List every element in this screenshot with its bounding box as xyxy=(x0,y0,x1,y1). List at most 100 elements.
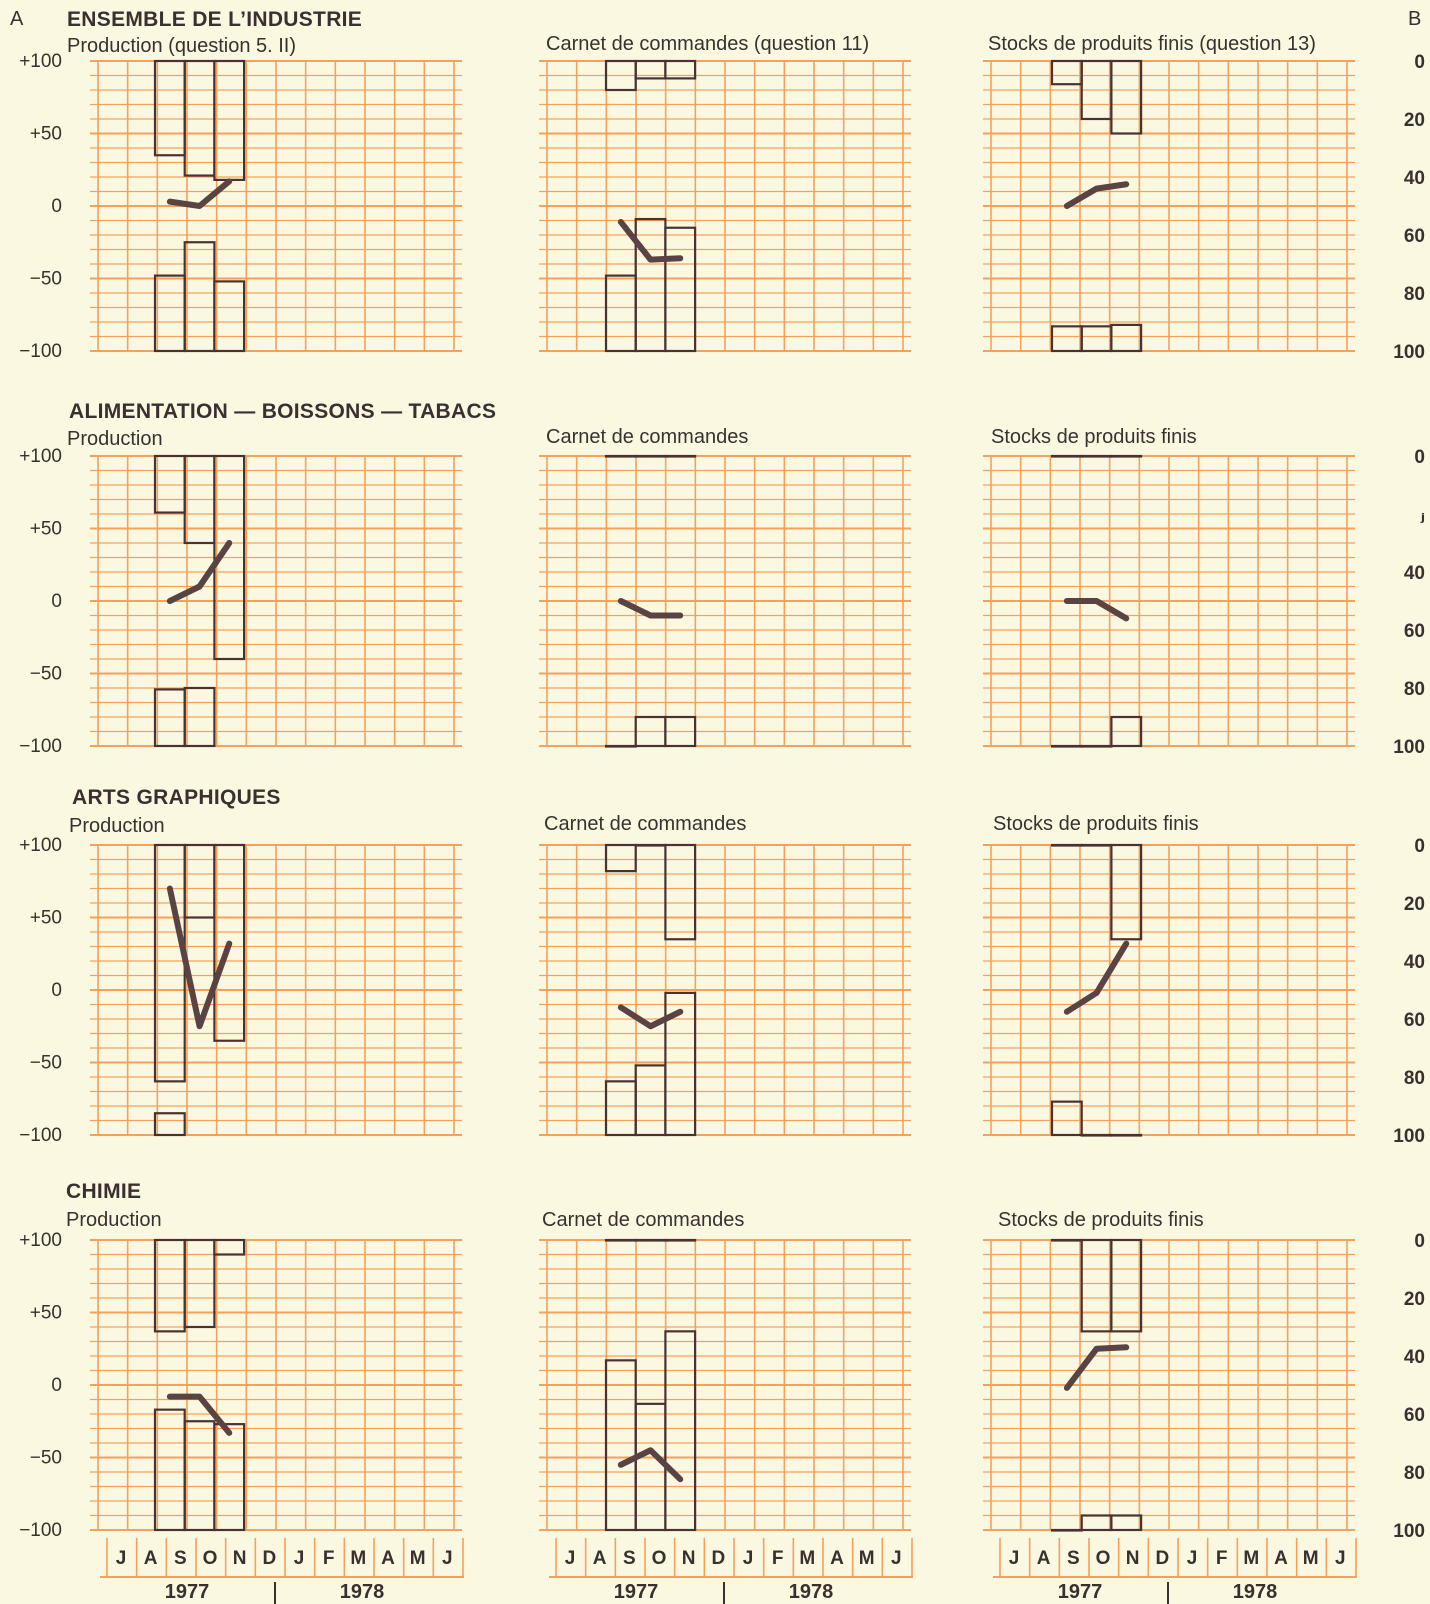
balance-line xyxy=(1063,598,1130,622)
panel-title: Production xyxy=(67,428,163,450)
bar-lower xyxy=(1050,1528,1083,1532)
bar-upper xyxy=(183,59,216,177)
y-tick-label: −100 xyxy=(19,341,62,362)
balance-line xyxy=(1063,181,1130,209)
bar-upper xyxy=(634,1238,667,1242)
month-label: N xyxy=(1126,1548,1140,1569)
month-label: M xyxy=(799,1548,815,1569)
y-tick-label-right: 80 xyxy=(1404,1463,1425,1484)
y-tick-label-right: 60 xyxy=(1404,1010,1425,1031)
bar-lower xyxy=(664,226,697,353)
month-label: S xyxy=(623,1548,636,1569)
grid xyxy=(539,1239,911,1531)
month-label: A xyxy=(1274,1548,1288,1569)
grid xyxy=(983,844,1355,1136)
y-tick-label-right: ⱼ xyxy=(1420,505,1425,526)
grid xyxy=(983,1239,1355,1531)
bar-lower xyxy=(664,991,697,1137)
bar-lower xyxy=(604,274,637,353)
bar-upper xyxy=(664,1238,697,1242)
panel-chart xyxy=(604,1238,697,1532)
panel-title: Stocks de produits finis xyxy=(991,426,1197,448)
section-title: CHIMIE xyxy=(66,1180,142,1203)
bar-lower xyxy=(1050,744,1083,748)
panel-title: Production xyxy=(69,815,165,837)
section-title: ALIMENTATION — BOISSONS — TABACS xyxy=(69,400,497,423)
bar-lower xyxy=(1080,744,1113,748)
y-tick-label: +50 xyxy=(30,908,62,929)
y-tick-label: 0 xyxy=(51,980,62,1001)
bar-upper xyxy=(1110,843,1143,941)
bar-upper xyxy=(604,1238,637,1242)
y-tick-label: +50 xyxy=(30,1303,62,1324)
bar-lower xyxy=(1110,323,1143,353)
bar-upper xyxy=(1110,454,1143,458)
bar-lower xyxy=(153,1112,186,1137)
grid xyxy=(90,455,462,747)
bar-upper xyxy=(1050,843,1083,847)
bar-upper xyxy=(664,59,697,80)
balance-line xyxy=(1063,940,1130,1015)
y-tick-label-right: 100 xyxy=(1393,342,1425,363)
grid xyxy=(539,844,911,1136)
bar-lower xyxy=(1050,325,1083,353)
month-label: M xyxy=(410,1548,426,1569)
balance-line xyxy=(166,885,233,1030)
grid xyxy=(983,60,1355,352)
bar-upper xyxy=(1080,1238,1113,1333)
bar-lower xyxy=(664,1330,697,1532)
y-tick-label-right: 20 xyxy=(1404,1289,1425,1310)
bar-lower xyxy=(604,1080,637,1137)
year-label: 1978 xyxy=(340,1581,385,1603)
year-label: 1977 xyxy=(1058,1581,1103,1603)
bar-upper xyxy=(183,843,216,919)
month-label: D xyxy=(711,1548,725,1569)
bar-upper xyxy=(634,843,667,847)
grid xyxy=(90,1239,462,1531)
panel-chart xyxy=(1050,843,1143,1137)
y-tick-label: +100 xyxy=(19,446,62,467)
bar-lower xyxy=(153,274,186,353)
bar-lower xyxy=(1110,715,1143,748)
bar-lower xyxy=(1080,1133,1113,1137)
month-label: A xyxy=(381,1548,395,1569)
y-tick-label: +100 xyxy=(19,51,62,72)
bar-upper xyxy=(1050,454,1083,458)
grid xyxy=(539,455,911,747)
month-label: J xyxy=(442,1548,453,1569)
section-title: ARTS GRAPHIQUES xyxy=(72,786,281,809)
balance-line xyxy=(617,218,684,263)
y-tick-label: −100 xyxy=(19,1520,62,1541)
y-tick-label: −50 xyxy=(30,1448,62,1469)
bar-lower xyxy=(1080,1514,1113,1532)
y-tick-label: 0 xyxy=(51,591,62,612)
bar-upper xyxy=(1110,1238,1143,1333)
bar-lower xyxy=(604,744,637,748)
panel-chart xyxy=(153,454,246,748)
year-label: 1977 xyxy=(165,1581,210,1603)
y-tick-label: −50 xyxy=(30,664,62,685)
bar-upper xyxy=(664,454,697,458)
balance-line xyxy=(1063,1344,1130,1391)
y-tick-label-right: 0 xyxy=(1414,447,1425,468)
year-label: 1977 xyxy=(614,1581,659,1603)
y-tick-label-right: 80 xyxy=(1404,679,1425,700)
y-tick-label-right: 60 xyxy=(1404,226,1425,247)
y-tick-label: +100 xyxy=(19,1230,62,1251)
bar-upper xyxy=(1080,843,1113,847)
y-tick-label-right: 20 xyxy=(1404,110,1425,131)
y-tick-label: +50 xyxy=(30,519,62,540)
y-tick-label-right: 0 xyxy=(1414,836,1425,857)
bar-lower xyxy=(634,1064,667,1137)
bar-lower xyxy=(153,1408,186,1532)
y-tick-label-right: 0 xyxy=(1414,52,1425,73)
y-tick-label-right: 40 xyxy=(1404,168,1425,189)
corner-label-b: B xyxy=(1408,8,1422,30)
panel-chart xyxy=(153,1238,246,1532)
bar-upper xyxy=(213,1238,246,1256)
grid xyxy=(90,60,462,352)
y-tick-label-right: 80 xyxy=(1404,1068,1425,1089)
bar-lower xyxy=(213,1423,246,1532)
panel-chart xyxy=(1050,454,1143,748)
